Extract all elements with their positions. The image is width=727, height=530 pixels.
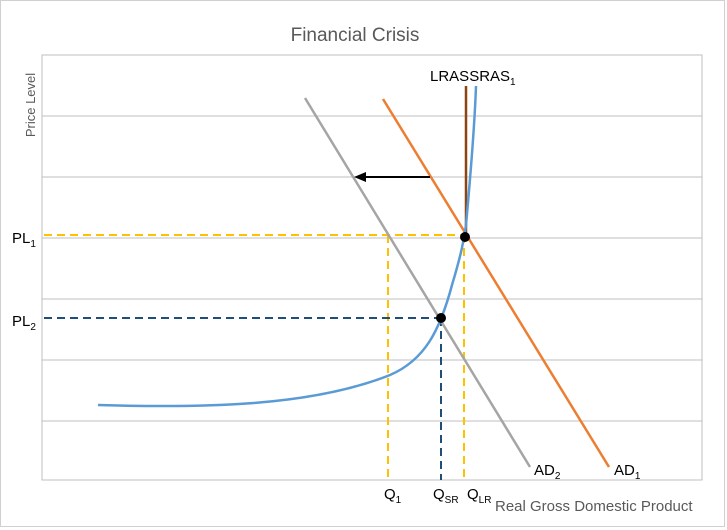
pl2-main: PL [12,313,30,330]
lras-label: LRAS [430,68,469,85]
q1-label: Q1 [384,486,402,506]
pl2-guides [44,317,442,480]
lras-sras-label: LRASSRAS1 [430,68,516,88]
arrow-head [354,172,366,182]
qsr-subscript: SR [445,495,459,506]
x-axis-title: Real Gross Domestic Product [495,498,693,515]
qlr-main: Q [467,486,479,503]
chart-title: Financial Crisis [291,25,420,46]
plot-area [41,54,703,481]
qlr-subscript: LR [479,495,492,506]
qlr-label: QLR [467,486,491,506]
ad2-subscript: 2 [555,471,561,482]
ad2-curve [303,97,532,468]
pl2-subscript: 2 [30,322,36,333]
pl2-label: PL2 [12,313,36,333]
grid-lines [42,115,702,422]
ad-shift-arrow [354,172,430,182]
ad1-curve [381,98,611,468]
equilibrium-point-1 [460,232,470,242]
ad2-main: AD [534,462,555,479]
plot-border [41,54,703,481]
pl1-guides [44,234,465,480]
pl1-main: PL [12,230,30,247]
sras-label: SRAS [469,68,510,85]
ad2-label: AD2 [534,462,561,482]
qsr-main: Q [433,486,445,503]
y-axis-title: Price Level [23,73,38,137]
ad1-main: AD [614,462,635,479]
ad1-subscript: 1 [635,471,641,482]
sras-subscript: 1 [510,77,516,88]
pl1-subscript: 1 [30,239,36,250]
sras-curve [97,85,478,408]
qsr-label: QSR [433,486,459,506]
equilibrium-point-2 [436,313,446,323]
q1-main: Q [384,486,396,503]
ad1-label: AD1 [614,462,641,482]
q1-subscript: 1 [396,495,402,506]
pl1-label: PL1 [12,230,36,250]
